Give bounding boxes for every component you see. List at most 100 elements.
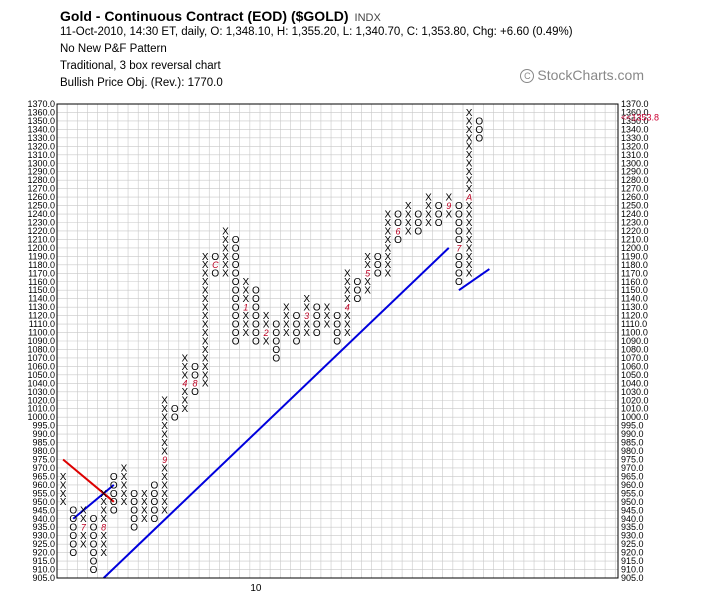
chart-title: Gold - Continuous Contract (EOD) ($GOLD)… <box>60 8 381 24</box>
o-mark: O <box>232 243 240 254</box>
x-mark: X <box>405 209 412 220</box>
o-mark: O <box>191 370 199 381</box>
o-mark: O <box>151 506 159 517</box>
x-mark: X <box>344 277 351 288</box>
x-mark: X <box>202 294 209 305</box>
x-mark: X <box>283 303 290 314</box>
right-price-label: 1210.0 <box>621 234 649 244</box>
o-mark: O <box>69 531 77 542</box>
right-price-label: 1020.0 <box>621 395 649 405</box>
o-mark: O <box>435 209 443 220</box>
month-label: 1 <box>243 303 248 313</box>
x-mark: X <box>60 472 67 483</box>
o-mark: O <box>130 506 138 517</box>
x-mark: X <box>405 218 412 229</box>
x-mark: X <box>466 116 473 127</box>
x-mark: X <box>303 328 310 339</box>
x-mark: X <box>202 345 209 356</box>
x-mark: X <box>222 243 229 254</box>
left-price-label: 1370.0 <box>27 99 55 109</box>
right-price-label: 970.0 <box>621 463 644 473</box>
month-label: 7 <box>81 523 87 533</box>
right-price-label: 1070.0 <box>621 353 649 363</box>
x-mark: X <box>344 328 351 339</box>
x-mark: X <box>466 159 473 170</box>
left-price-label: 1120.0 <box>28 311 55 321</box>
o-mark: O <box>333 319 341 330</box>
left-price-label: 945.0 <box>32 505 55 515</box>
o-mark: O <box>313 303 321 314</box>
o-mark: O <box>394 218 402 229</box>
o-mark: O <box>130 514 138 525</box>
left-price-label: 1350.0 <box>27 116 55 126</box>
o-mark: O <box>455 201 463 212</box>
o-mark: O <box>69 514 77 525</box>
x-mark: X <box>182 396 189 407</box>
left-price-label: 1280.0 <box>27 175 55 185</box>
x-mark: X <box>242 294 249 305</box>
o-mark: O <box>151 497 159 508</box>
o-mark: O <box>151 480 159 491</box>
left-price-label: 1160.0 <box>28 277 55 287</box>
x-mark: X <box>385 226 392 237</box>
left-price-label: 1110.0 <box>29 319 55 329</box>
x-mark: X <box>121 480 128 491</box>
left-price-label: 1100.0 <box>28 328 55 338</box>
o-mark: O <box>435 218 443 229</box>
o-mark: O <box>252 286 260 297</box>
x-mark: X <box>80 514 87 525</box>
right-price-label: 1000.0 <box>621 412 649 422</box>
left-price-label: 1150.0 <box>28 285 55 295</box>
left-price-label: 975.0 <box>32 455 55 465</box>
x-mark: X <box>344 286 351 297</box>
left-price-label: 935.0 <box>32 522 55 532</box>
x-mark: X <box>80 540 87 551</box>
o-mark: O <box>455 269 463 280</box>
x-mark: X <box>222 260 229 271</box>
trend-lines <box>62 247 490 579</box>
left-price-label: 1250.0 <box>27 201 55 211</box>
month-label: 8 <box>101 523 106 533</box>
o-mark: O <box>272 336 280 347</box>
x-mark: X <box>80 506 87 517</box>
o-mark: O <box>272 319 280 330</box>
x-mark: X <box>425 218 432 229</box>
pattern-line: No New P&F Pattern <box>60 43 167 55</box>
left-price-label: 915.0 <box>32 556 55 566</box>
o-mark: O <box>313 311 321 322</box>
x-mark: X <box>344 319 351 330</box>
left-price-label: 1130.0 <box>28 302 55 312</box>
x-mark: X <box>242 328 249 339</box>
x-mark: X <box>202 277 209 288</box>
o-mark: O <box>455 209 463 220</box>
plot-frame <box>56 103 619 579</box>
x-mark: X <box>324 311 331 322</box>
left-price-label: 910.0 <box>32 565 55 575</box>
o-mark: O <box>232 311 240 322</box>
x-mark: X <box>385 235 392 246</box>
right-price-label: 1100.0 <box>621 328 648 338</box>
trend-line-bullish-support <box>72 484 115 520</box>
x-mark: X <box>202 311 209 322</box>
x-mark: X <box>303 319 310 330</box>
o-mark: O <box>69 548 77 559</box>
left-price-label: 955.0 <box>32 488 55 498</box>
x-mark: X <box>344 311 351 322</box>
o-mark: O <box>475 133 483 144</box>
grid <box>56 103 618 579</box>
x-mark: X <box>425 193 432 204</box>
left-price-label: 925.0 <box>32 539 55 549</box>
x-mark: X <box>385 260 392 271</box>
left-price-label: 1080.0 <box>27 344 55 354</box>
o-mark: O <box>293 336 301 347</box>
left-price-label: 985.0 <box>32 438 55 448</box>
o-mark: O <box>90 531 98 542</box>
right-price-label: 960.0 <box>621 480 644 490</box>
trend-line-bearish-resistance <box>62 458 115 503</box>
left-price-label: 1020.0 <box>27 395 55 405</box>
x-mark: X <box>202 362 209 373</box>
x-mark: X <box>161 489 168 500</box>
o-mark: O <box>272 353 280 364</box>
x-mark: X <box>80 531 87 542</box>
